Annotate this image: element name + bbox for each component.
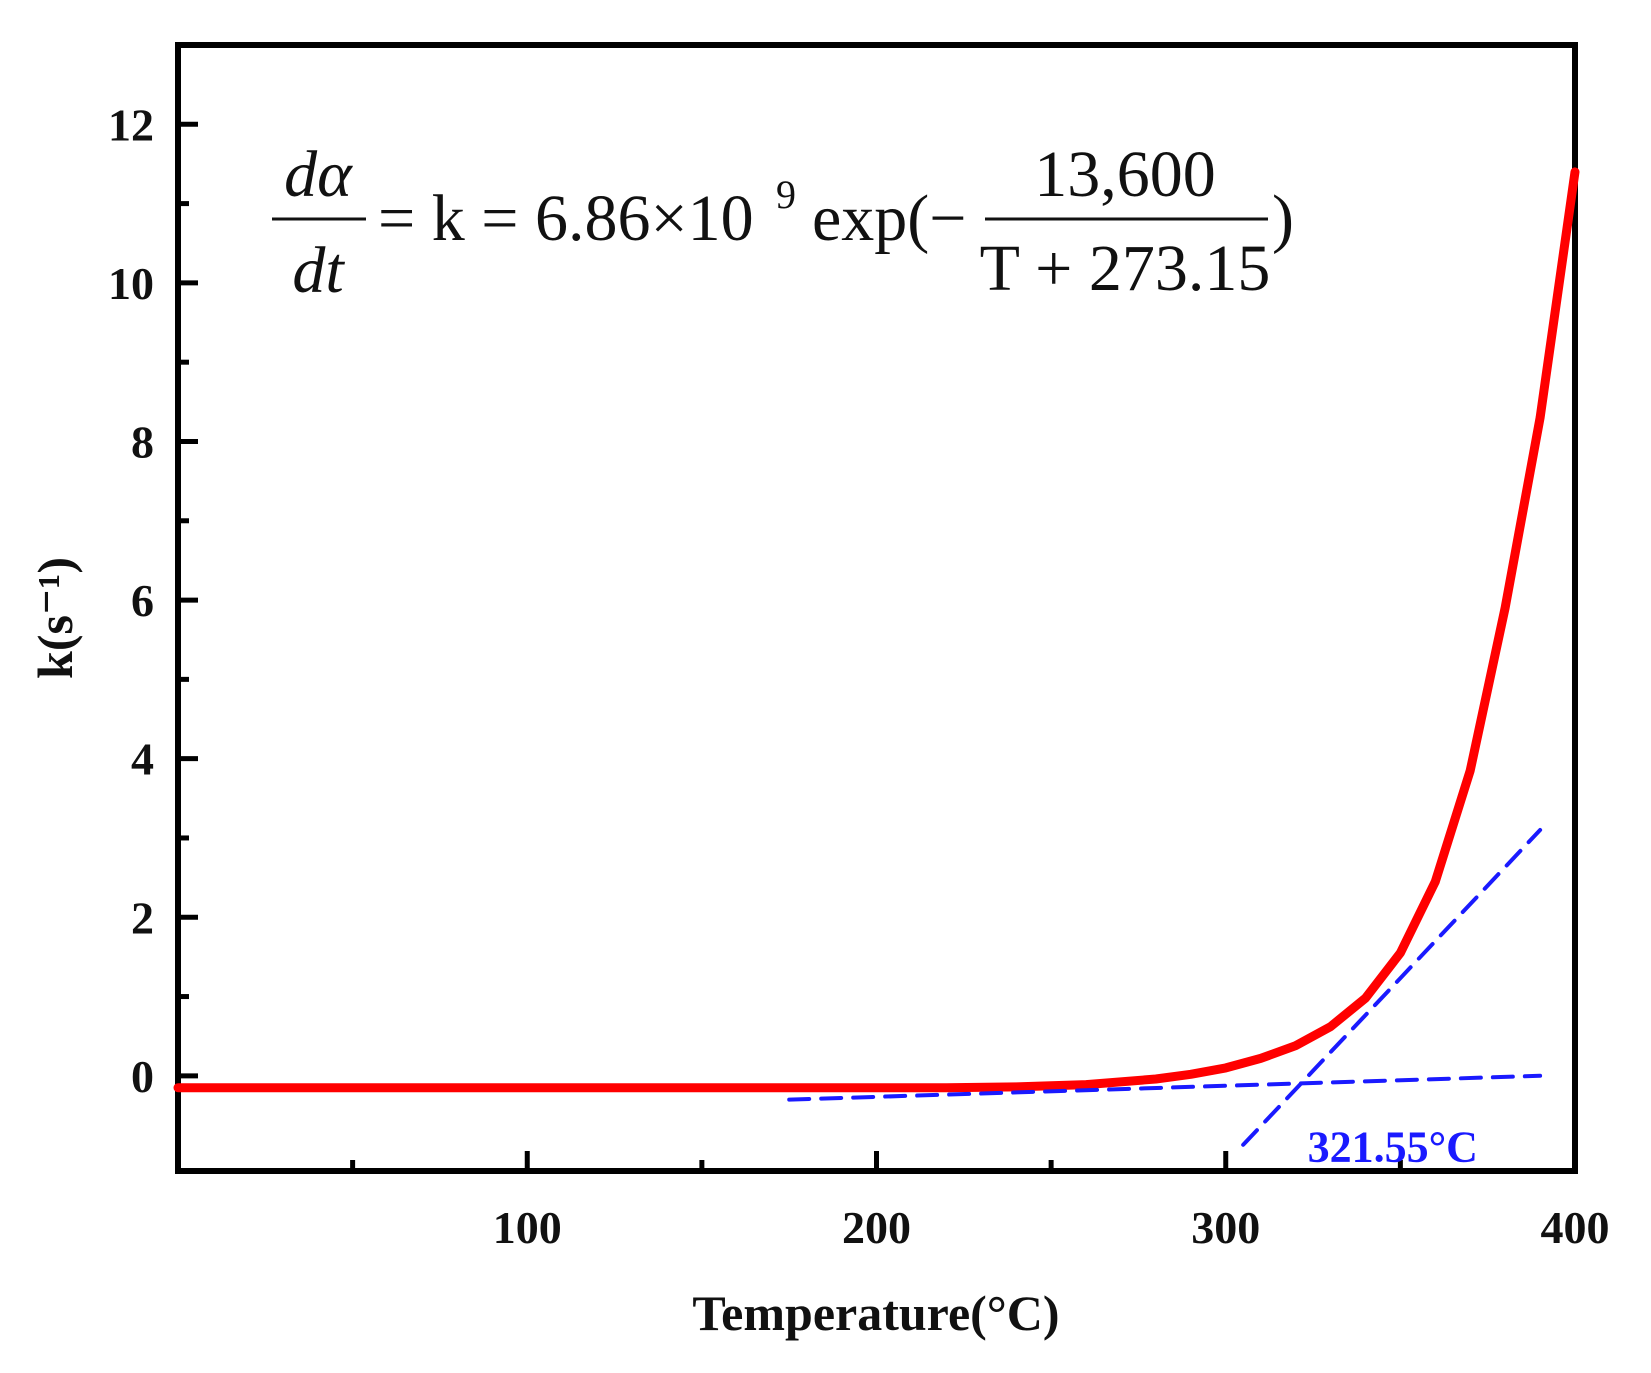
x-axis-title: Temperature(°C) <box>692 1285 1059 1341</box>
equation-middle: = k = 6.86×10 <box>378 182 754 255</box>
equation-close-paren: ) <box>1272 182 1294 255</box>
equation-exponent: 9 <box>776 172 796 217</box>
y-tick-label: 4 <box>131 734 154 785</box>
steep-tangent-line <box>1241 828 1543 1147</box>
equation-lhs-numerator: dα <box>284 138 353 211</box>
series-layer <box>173 167 1580 1147</box>
equation: dα dt = k = 6.86×10 9 exp(− 13,600 T + 2… <box>272 138 1294 307</box>
baseline-tangent-line <box>787 1073 1543 1102</box>
x-tick-label: 400 <box>1541 1202 1610 1253</box>
y-tick-label: 8 <box>131 416 154 467</box>
y-axis-title: k(s⁻¹) <box>27 557 83 679</box>
y-tick-label: 0 <box>131 1051 154 1102</box>
y-tick-label: 12 <box>108 99 154 150</box>
axis-ticks <box>178 121 1578 1171</box>
equation-lhs-denominator: dt <box>292 234 345 307</box>
x-tick-label: 200 <box>842 1202 911 1253</box>
y-tick-label: 10 <box>108 258 154 309</box>
annotation-label: 321.55°C <box>1308 1122 1478 1171</box>
equation-function: exp(− <box>812 182 967 255</box>
equation-fraction-numerator: 13,600 <box>1034 138 1216 211</box>
y-tick-label: 2 <box>131 892 154 943</box>
x-tick-label: 300 <box>1191 1202 1260 1253</box>
x-tick-label: 100 <box>493 1202 562 1253</box>
y-tick-label: 6 <box>131 575 154 626</box>
axis-tick-labels: 100 200 300 400 0 2 4 6 8 10 12 <box>108 99 1610 1253</box>
k-curve-line <box>173 167 1580 1093</box>
equation-fraction-denominator: T + 273.15 <box>980 232 1271 305</box>
